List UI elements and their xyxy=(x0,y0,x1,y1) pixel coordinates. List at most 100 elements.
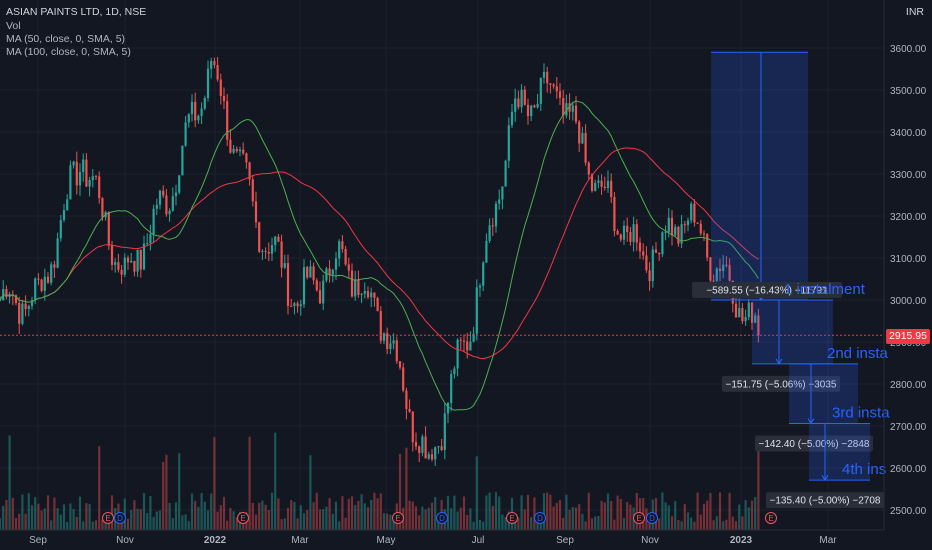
time-axis[interactable]: Sep Nov 2022 Mar May Jul Sep Nov 2023 Mar xyxy=(0,529,884,546)
candle-body[interactable] xyxy=(101,198,104,218)
candle-body[interactable] xyxy=(446,402,450,414)
candle-body[interactable] xyxy=(427,454,430,459)
candle-body[interactable] xyxy=(149,234,152,244)
candle-body[interactable] xyxy=(568,103,571,112)
candle-body[interactable] xyxy=(59,220,62,239)
candle-body[interactable] xyxy=(472,333,475,342)
candle-body[interactable] xyxy=(331,269,334,275)
candle-body[interactable] xyxy=(258,222,261,252)
earnings-icon[interactable] xyxy=(102,512,114,524)
candle-body[interactable] xyxy=(610,180,613,198)
candle-body[interactable] xyxy=(347,264,350,271)
candle-body[interactable] xyxy=(619,234,622,240)
candle-body[interactable] xyxy=(242,149,245,154)
candle-body[interactable] xyxy=(78,172,82,186)
earnings-icon[interactable] xyxy=(506,512,518,524)
earnings-icon[interactable] xyxy=(765,512,777,524)
candle-body[interactable] xyxy=(414,442,418,447)
candle-body[interactable] xyxy=(542,71,546,78)
currency-label[interactable]: INR xyxy=(905,6,924,18)
candle-body[interactable] xyxy=(382,333,386,341)
candle-body[interactable] xyxy=(194,101,197,121)
candle-body[interactable] xyxy=(264,251,267,253)
candle-body[interactable] xyxy=(142,243,146,270)
candle-body[interactable] xyxy=(43,276,46,291)
candle-body[interactable] xyxy=(578,121,581,144)
candle-body[interactable] xyxy=(549,83,552,85)
candle-body[interactable] xyxy=(370,292,373,298)
candle-body[interactable] xyxy=(491,225,494,227)
candle-body[interactable] xyxy=(107,212,110,246)
candle-body[interactable] xyxy=(645,255,648,271)
candle-body[interactable] xyxy=(626,225,629,233)
candle-body[interactable] xyxy=(597,180,600,183)
candle-body[interactable] xyxy=(293,303,296,306)
candle-body[interactable] xyxy=(376,297,379,312)
candle-body[interactable] xyxy=(197,115,200,121)
candle-body[interactable] xyxy=(670,217,674,236)
candle-body[interactable] xyxy=(405,390,408,410)
candle-body[interactable] xyxy=(222,95,226,102)
candle-body[interactable] xyxy=(504,160,507,187)
candle-body[interactable] xyxy=(654,249,658,253)
candle-body[interactable] xyxy=(27,306,30,309)
candle-body[interactable] xyxy=(661,232,664,255)
candle-body[interactable] xyxy=(62,209,66,221)
candle-body[interactable] xyxy=(72,161,75,166)
candle-body[interactable] xyxy=(21,303,24,324)
dividend-icon[interactable] xyxy=(646,512,658,524)
candle-body[interactable] xyxy=(187,114,190,123)
earnings-icon[interactable] xyxy=(633,512,645,524)
candle-body[interactable] xyxy=(635,224,638,243)
candle-body[interactable] xyxy=(357,279,360,295)
candle-body[interactable] xyxy=(165,195,168,215)
candle-body[interactable] xyxy=(37,278,40,280)
candle-body[interactable] xyxy=(219,79,222,96)
candle-body[interactable] xyxy=(747,302,750,318)
candle-body[interactable] xyxy=(30,300,34,307)
candle-body[interactable] xyxy=(526,104,530,117)
candle-body[interactable] xyxy=(613,197,616,232)
candle-body[interactable] xyxy=(229,139,232,153)
candle-body[interactable] xyxy=(485,240,488,263)
candle-body[interactable] xyxy=(210,60,213,69)
candle-body[interactable] xyxy=(430,454,434,460)
candle-body[interactable] xyxy=(53,264,56,268)
candle-body[interactable] xyxy=(638,242,642,252)
candle-body[interactable] xyxy=(622,225,626,240)
candle-body[interactable] xyxy=(123,257,126,275)
dividend-icon[interactable] xyxy=(114,512,126,524)
candle-body[interactable] xyxy=(168,210,171,215)
candle-body[interactable] xyxy=(754,315,757,323)
candle-body[interactable] xyxy=(354,279,357,297)
candle-body[interactable] xyxy=(642,251,645,256)
candle-body[interactable] xyxy=(600,180,603,187)
candle-body[interactable] xyxy=(728,265,731,281)
candle-body[interactable] xyxy=(437,446,440,448)
candle-body[interactable] xyxy=(171,196,174,211)
candle-body[interactable] xyxy=(139,249,142,270)
candle-body[interactable] xyxy=(418,446,421,453)
candle-body[interactable] xyxy=(565,103,568,116)
candle-body[interactable] xyxy=(674,226,677,236)
candle-body[interactable] xyxy=(146,243,149,245)
candle-body[interactable] xyxy=(312,266,315,281)
candle-body[interactable] xyxy=(190,101,194,115)
candle-body[interactable] xyxy=(517,98,520,108)
candle-body[interactable] xyxy=(738,308,741,318)
candle-body[interactable] xyxy=(507,125,510,161)
candle-body[interactable] xyxy=(299,304,302,307)
candle-body[interactable] xyxy=(56,238,59,268)
candle-body[interactable] xyxy=(213,60,216,66)
candle-body[interactable] xyxy=(363,291,366,294)
candle-body[interactable] xyxy=(757,315,760,336)
candle-body[interactable] xyxy=(466,341,469,351)
candle-body[interactable] xyxy=(133,260,136,272)
candle-body[interactable] xyxy=(664,231,667,233)
candle-body[interactable] xyxy=(603,186,606,188)
candle-body[interactable] xyxy=(88,180,91,187)
candle-body[interactable] xyxy=(453,368,456,375)
candle-body[interactable] xyxy=(46,276,50,283)
candle-body[interactable] xyxy=(126,257,130,263)
